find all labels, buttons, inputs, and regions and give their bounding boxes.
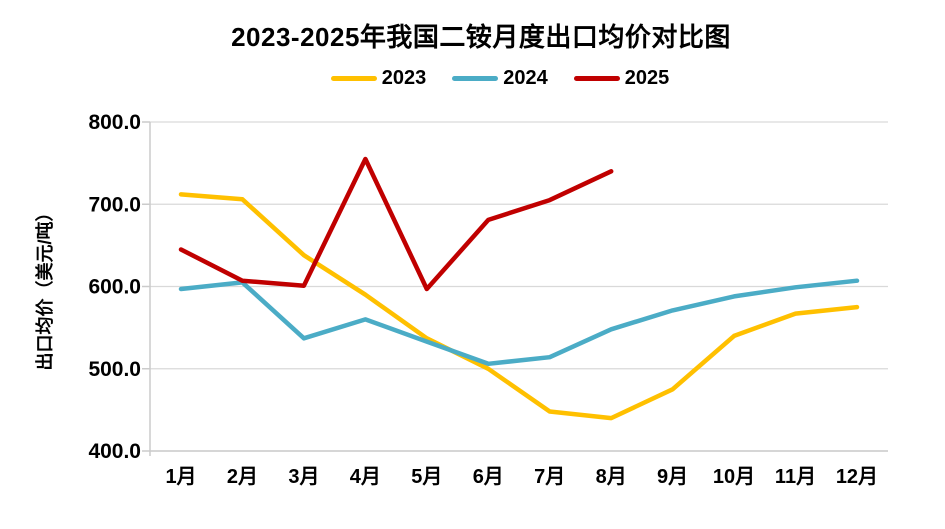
x-tick-label: 9月 (657, 466, 688, 488)
y-tick-label: 700.0 (88, 193, 141, 216)
y-axis-title: 出口均价（美元/吨） (35, 203, 55, 371)
series-line-2025 (178, 156, 614, 292)
legend-label-2023: 2023 (381, 67, 427, 89)
x-tick-label: 11月 (775, 466, 816, 488)
series-line-2024 (178, 278, 860, 367)
y-tick-label: 400.0 (88, 440, 141, 463)
chart-title: 2023-2025年我国二铵月度出口均价对比图 (231, 22, 731, 52)
legend-swatch-2023-icon (330, 75, 377, 81)
x-tick-label: 12月 (836, 466, 878, 488)
legend-label-2025: 2025 (624, 67, 670, 89)
series-line-2023 (178, 192, 860, 421)
x-tick-label: 7月 (534, 466, 565, 488)
legend-item-2023: 2023 (330, 67, 427, 89)
x-tick-label: 4月 (350, 466, 381, 488)
legend-swatch-2025-icon (573, 75, 620, 81)
legend: 2023 2024 2025 (100, 64, 900, 92)
y-tick-label: 800.0 (88, 111, 141, 134)
x-tick-label: 3月 (288, 466, 319, 488)
legend-item-2024: 2024 (452, 68, 548, 88)
x-tick-label: 6月 (473, 466, 504, 488)
y-tick-label: 600.0 (88, 276, 141, 299)
legend-item-2025: 2025 (573, 67, 670, 89)
x-tick-label: 10月 (713, 466, 755, 488)
legend-swatch-2024-icon (452, 75, 499, 81)
legend-label-2024: 2024 (503, 67, 548, 89)
x-tick-label: 8月 (596, 466, 627, 488)
x-tick-label: 2月 (227, 466, 258, 488)
y-tick-label: 500.0 (88, 358, 141, 381)
x-tick-label: 1月 (165, 466, 196, 488)
x-tick-label: 5月 (411, 466, 442, 488)
